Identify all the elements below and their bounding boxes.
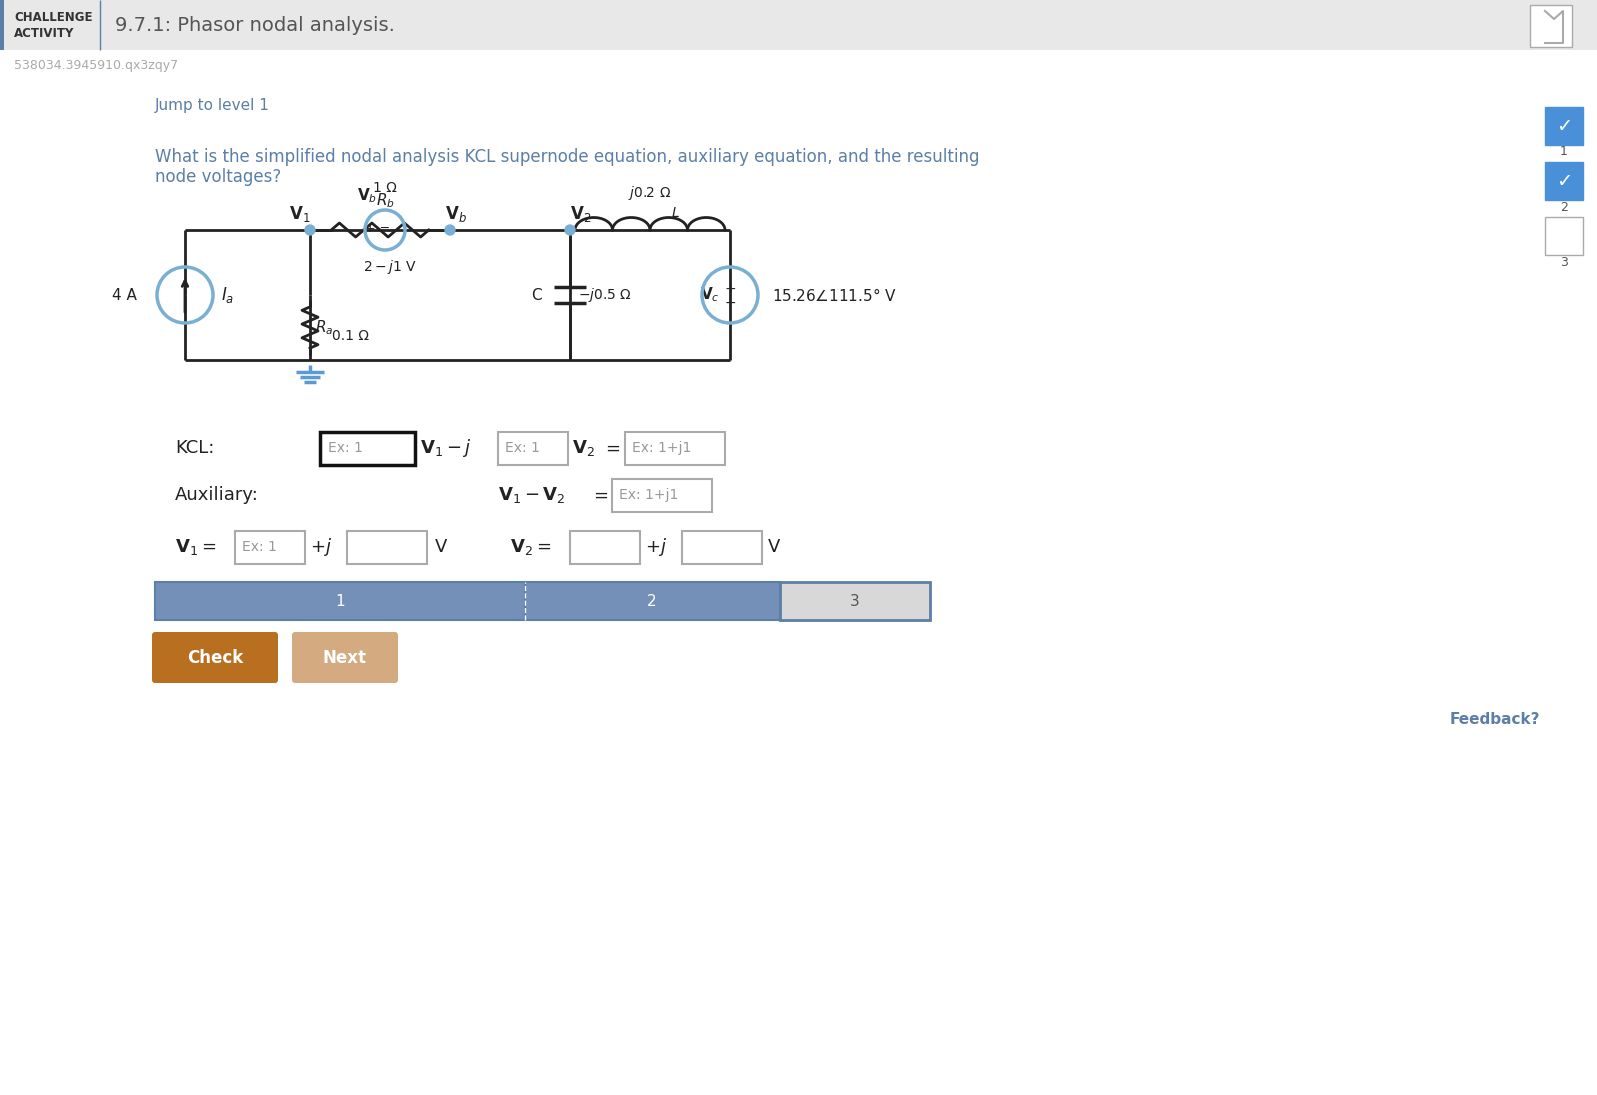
- Text: $=$: $=$: [602, 439, 621, 457]
- Text: Ex: 1: Ex: 1: [327, 441, 363, 456]
- Text: L: L: [671, 206, 679, 220]
- Text: $\mathbf{V}_2 =$: $\mathbf{V}_2 =$: [509, 537, 551, 557]
- Text: Ex: 1: Ex: 1: [243, 540, 276, 554]
- Polygon shape: [1544, 11, 1563, 43]
- Text: $\mathbf{V}_1 - \mathbf{V}_2$: $\mathbf{V}_1 - \mathbf{V}_2$: [498, 485, 565, 505]
- Text: 9.7.1: Phasor nodal analysis.: 9.7.1: Phasor nodal analysis.: [115, 15, 394, 35]
- Text: $I_a$: $I_a$: [220, 285, 235, 306]
- Text: CHALLENGE: CHALLENGE: [14, 11, 93, 23]
- Text: $\mathbf{V}_2$: $\mathbf{V}_2$: [570, 204, 591, 224]
- Text: 15.26$\angle$111.5° V: 15.26$\angle$111.5° V: [771, 287, 898, 303]
- FancyBboxPatch shape: [779, 583, 929, 620]
- FancyBboxPatch shape: [155, 583, 525, 620]
- Text: $2 - j1$ V: $2 - j1$ V: [363, 258, 417, 276]
- Text: $\mathbf{V}_1 =$: $\mathbf{V}_1 =$: [176, 537, 216, 557]
- Text: −: −: [723, 296, 736, 310]
- FancyBboxPatch shape: [0, 0, 1597, 50]
- Text: 3: 3: [1560, 255, 1568, 268]
- FancyBboxPatch shape: [235, 531, 305, 564]
- Circle shape: [305, 224, 315, 235]
- FancyBboxPatch shape: [1544, 217, 1583, 255]
- Text: $j0.2$ Ω: $j0.2$ Ω: [628, 184, 672, 201]
- Text: Auxiliary:: Auxiliary:: [176, 486, 259, 504]
- Text: $+ j$: $+ j$: [645, 535, 668, 558]
- FancyBboxPatch shape: [1530, 5, 1571, 47]
- Text: $\mathbf{V}_b$: $\mathbf{V}_b$: [356, 186, 377, 205]
- Text: $\mathbf{V}_c$: $\mathbf{V}_c$: [701, 286, 720, 304]
- Text: 1 Ω: 1 Ω: [374, 181, 398, 195]
- Text: $R_a$: $R_a$: [315, 319, 334, 337]
- Text: 1: 1: [1560, 145, 1568, 158]
- Text: Check: Check: [187, 649, 243, 667]
- FancyBboxPatch shape: [525, 583, 779, 620]
- Circle shape: [565, 224, 575, 235]
- Text: 2: 2: [1560, 200, 1568, 214]
- Text: 0.1 Ω: 0.1 Ω: [332, 328, 369, 343]
- Text: node voltages?: node voltages?: [155, 168, 281, 186]
- Text: +: +: [723, 283, 736, 296]
- Text: 1: 1: [335, 593, 345, 609]
- Text: ACTIVITY: ACTIVITY: [14, 26, 75, 39]
- Text: + −: + −: [366, 221, 391, 234]
- Text: ✓: ✓: [1555, 116, 1571, 136]
- Text: $\mathbf{V}_1 - j$: $\mathbf{V}_1 - j$: [420, 437, 471, 459]
- FancyBboxPatch shape: [624, 433, 725, 465]
- FancyBboxPatch shape: [347, 531, 426, 564]
- Text: KCL:: KCL:: [176, 439, 214, 457]
- FancyBboxPatch shape: [292, 632, 398, 683]
- FancyBboxPatch shape: [1544, 162, 1583, 200]
- Text: V: V: [434, 538, 447, 556]
- FancyBboxPatch shape: [0, 0, 5, 50]
- Text: C: C: [532, 288, 541, 302]
- FancyBboxPatch shape: [682, 531, 762, 564]
- FancyBboxPatch shape: [498, 433, 569, 465]
- Text: V: V: [768, 538, 781, 556]
- Text: 3: 3: [850, 593, 859, 609]
- Text: $=$: $=$: [589, 486, 608, 504]
- FancyBboxPatch shape: [570, 531, 640, 564]
- Text: Jump to level 1: Jump to level 1: [155, 97, 270, 113]
- FancyBboxPatch shape: [612, 479, 712, 512]
- FancyBboxPatch shape: [319, 433, 415, 465]
- Text: $\mathbf{V}_1$: $\mathbf{V}_1$: [289, 204, 310, 224]
- Text: $\mathbf{V}_b$: $\mathbf{V}_b$: [446, 204, 466, 224]
- Text: $+ j$: $+ j$: [310, 535, 332, 558]
- FancyBboxPatch shape: [1544, 107, 1583, 145]
- Text: Ex: 1+j1: Ex: 1+j1: [620, 488, 679, 502]
- Text: $-j0.5$ Ω: $-j0.5$ Ω: [578, 286, 632, 304]
- Text: 2: 2: [647, 593, 656, 609]
- Text: ✓: ✓: [1555, 172, 1571, 191]
- Text: $\mathbf{V}_2$: $\mathbf{V}_2$: [572, 438, 594, 458]
- Text: $R_b$: $R_b$: [375, 192, 394, 210]
- Text: Next: Next: [323, 649, 367, 667]
- Text: Feedback?: Feedback?: [1450, 713, 1540, 727]
- Text: Ex: 1+j1: Ex: 1+j1: [632, 441, 692, 456]
- Text: What is the simplified nodal analysis KCL supernode equation, auxiliary equation: What is the simplified nodal analysis KC…: [155, 148, 979, 166]
- Circle shape: [446, 224, 455, 235]
- Text: 4 A: 4 A: [112, 288, 137, 302]
- Text: 538034.3945910.qx3zqy7: 538034.3945910.qx3zqy7: [14, 58, 179, 71]
- FancyBboxPatch shape: [152, 632, 278, 683]
- Text: Ex: 1: Ex: 1: [505, 441, 540, 456]
